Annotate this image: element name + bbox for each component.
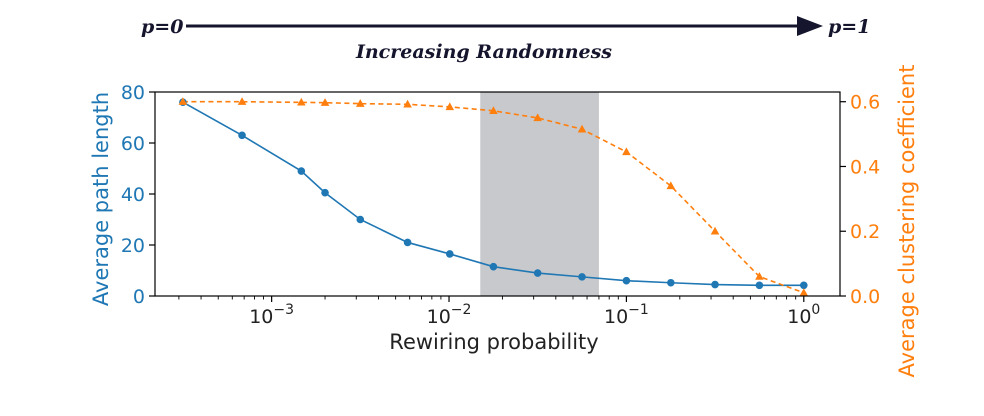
- path-length-point: [578, 273, 586, 281]
- randomness-banner: p=0 p=1 Increasing Randomness: [141, 16, 870, 63]
- plot-marks: [178, 97, 809, 296]
- path-length-point: [489, 262, 498, 271]
- banner-left-label: p=0: [141, 16, 183, 38]
- right-y-tick-label: 0.2: [850, 221, 880, 243]
- clustering-point: [489, 106, 498, 114]
- banner-arrow-head-icon: [797, 16, 823, 36]
- x-tick-label: 10−1: [604, 302, 649, 328]
- left-y-axis: 0 20 40 60 80: [121, 82, 155, 308]
- right-y-tick-label: 0.0: [850, 286, 880, 308]
- path-length-point: [445, 250, 454, 258]
- clustering-point: [445, 102, 455, 111]
- clustering-point: [755, 272, 764, 280]
- clustering-point: [577, 124, 587, 133]
- clustering-point: [403, 99, 412, 108]
- right-y-axis: 0.0 0.2 0.4 0.6: [840, 92, 880, 308]
- x-tick-label: 10−3: [249, 302, 294, 328]
- x-tick-label: 10−2: [427, 302, 472, 328]
- path-length-point: [622, 276, 631, 285]
- left-y-tick-label: 80: [121, 82, 145, 104]
- path-length-point: [533, 269, 542, 277]
- right-y-tick-label: 0.4: [850, 156, 880, 178]
- clustering-point: [710, 226, 720, 235]
- left-y-tick-label: 0: [133, 286, 145, 308]
- banner-right-label: p=1: [828, 16, 870, 38]
- path-length-point: [799, 281, 808, 290]
- right-y-axis-label: Average clustering coefficient: [895, 65, 919, 378]
- x-tick-label: 100: [787, 302, 820, 328]
- clustering-point: [355, 99, 365, 107]
- path-length-point: [711, 280, 719, 289]
- x-axis: 10−3 10−2 10−1 100: [178, 296, 820, 328]
- clustering-point: [799, 288, 809, 296]
- path-length-point: [356, 215, 365, 224]
- clustering-points: [178, 97, 809, 296]
- path-length-points: [179, 98, 808, 290]
- left-y-axis-label: Average path length: [89, 92, 113, 306]
- left-y-tick-label: 40: [121, 184, 145, 206]
- path-length-point: [667, 278, 675, 287]
- left-y-tick-label: 60: [121, 133, 145, 155]
- clustering-point: [297, 97, 306, 106]
- clustering-point: [178, 97, 188, 105]
- path-length-point: [321, 188, 329, 197]
- clustering-point: [237, 97, 247, 105]
- path-length-point: [755, 281, 764, 290]
- clustering-point: [533, 113, 542, 122]
- clustering-point: [622, 147, 631, 156]
- path-length-point: [238, 131, 246, 140]
- clustering-point: [666, 181, 676, 190]
- x-axis-label: Rewiring probability: [389, 330, 598, 354]
- clustering-point: [320, 98, 330, 106]
- banner-caption: Increasing Randomness: [355, 41, 612, 63]
- right-y-tick-label: 0.6: [850, 92, 880, 114]
- path-length-point: [403, 238, 412, 247]
- path-length-point: [297, 167, 306, 175]
- shaded-region: [480, 92, 599, 296]
- left-y-tick-label: 20: [121, 235, 145, 257]
